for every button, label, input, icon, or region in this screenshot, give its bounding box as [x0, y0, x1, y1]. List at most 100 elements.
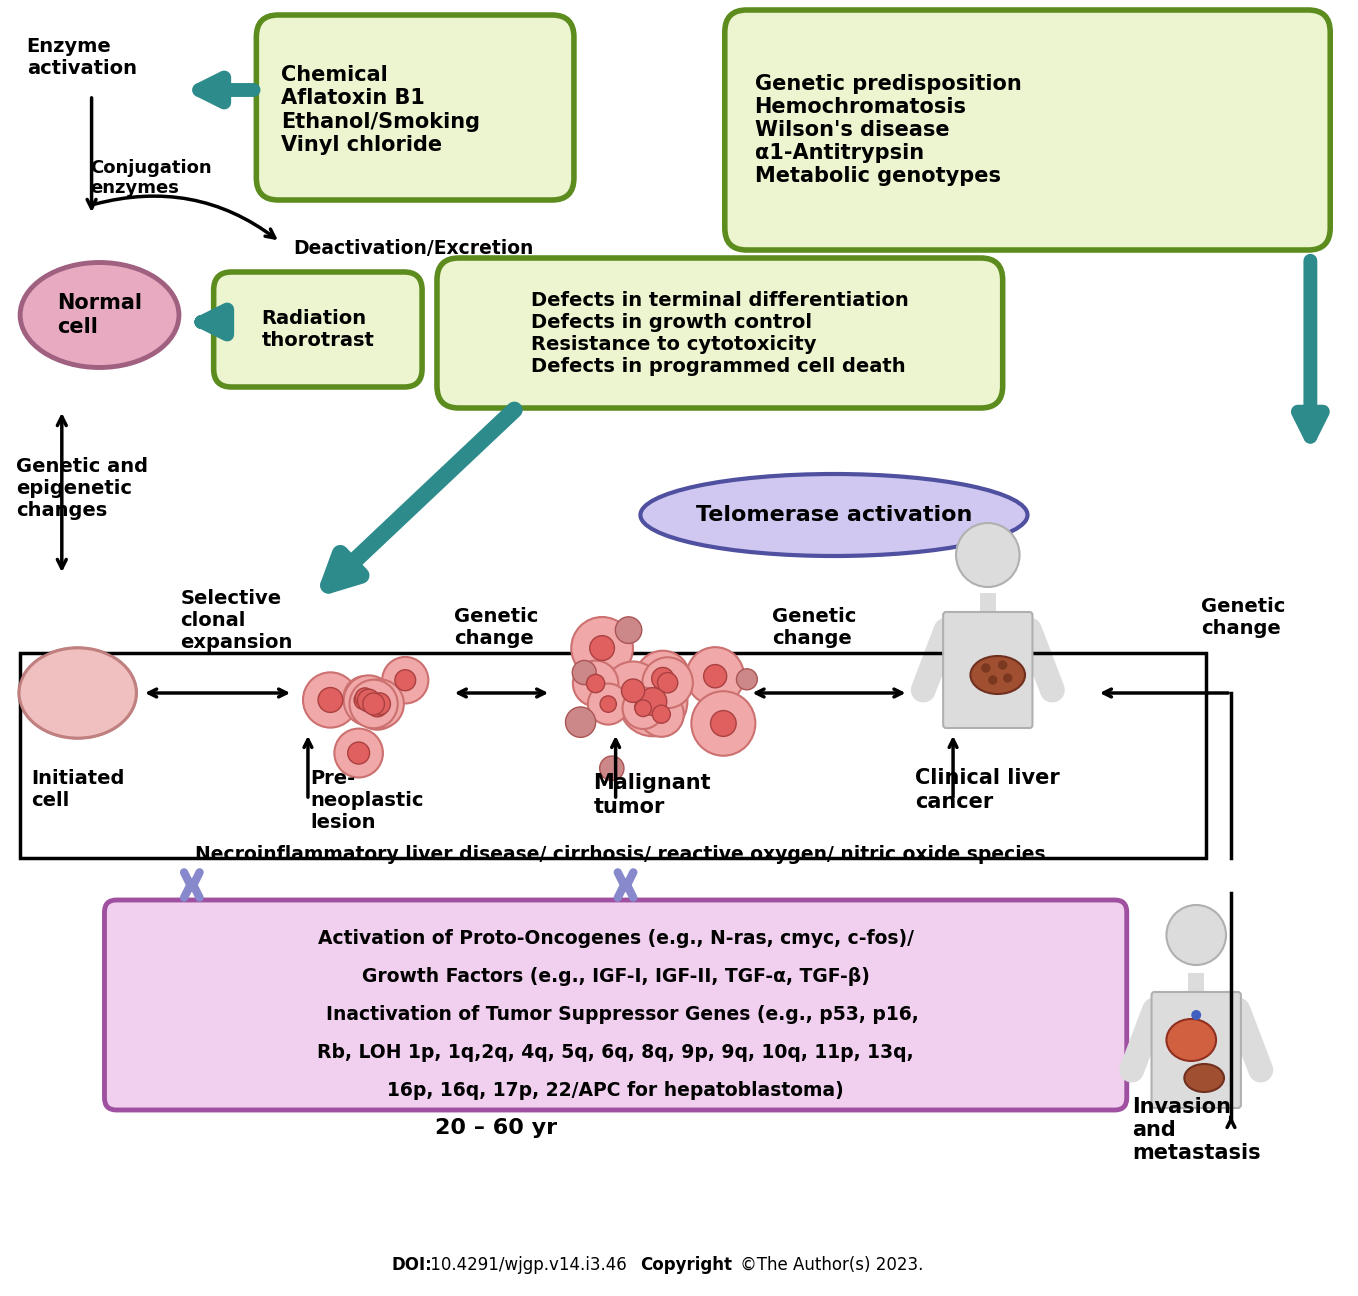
Ellipse shape — [1167, 1019, 1215, 1061]
Text: Telomerase activation: Telomerase activation — [695, 505, 972, 525]
Bar — [20, 653, 1206, 858]
Ellipse shape — [20, 263, 179, 368]
Circle shape — [638, 692, 684, 737]
FancyBboxPatch shape — [1152, 991, 1241, 1108]
Text: Genetic predisposition
Hemochromatosis
Wilson's disease
α1-Antitrypsin
Metabolic: Genetic predisposition Hemochromatosis W… — [755, 74, 1021, 187]
Text: ©The Author(s) 2023.: ©The Author(s) 2023. — [735, 1256, 923, 1274]
Ellipse shape — [971, 656, 1025, 693]
Circle shape — [573, 661, 618, 706]
Circle shape — [982, 664, 990, 673]
Text: DOI:: DOI: — [391, 1256, 432, 1274]
FancyBboxPatch shape — [257, 16, 574, 200]
Text: Activation of Proto-Oncogenes (e.g., N-ras, cmyc, c-fos)/: Activation of Proto-Oncogenes (e.g., N-r… — [318, 928, 914, 947]
Circle shape — [356, 688, 375, 708]
Circle shape — [1167, 905, 1226, 966]
Text: Initiated
cell: Initiated cell — [31, 770, 125, 810]
Circle shape — [572, 617, 633, 679]
Circle shape — [344, 675, 394, 726]
Text: 16p, 16q, 17p, 22/APC for hepatoblastoma): 16p, 16q, 17p, 22/APC for hepatoblastoma… — [387, 1081, 843, 1099]
Circle shape — [572, 661, 596, 684]
Circle shape — [354, 691, 373, 710]
Circle shape — [303, 673, 359, 727]
Circle shape — [589, 635, 614, 661]
Text: Inactivation of Tumor Suppressor Genes (e.g., p53, p16,: Inactivation of Tumor Suppressor Genes (… — [312, 1004, 918, 1024]
Circle shape — [652, 667, 674, 689]
Circle shape — [600, 696, 617, 713]
Circle shape — [636, 700, 652, 717]
Circle shape — [703, 665, 727, 688]
Circle shape — [354, 683, 401, 730]
Circle shape — [368, 693, 391, 715]
Circle shape — [588, 683, 629, 724]
Circle shape — [657, 673, 678, 693]
Bar — [980, 594, 995, 616]
Circle shape — [989, 677, 997, 684]
Text: Genetic and
epigenetic
changes: Genetic and epigenetic changes — [16, 456, 148, 520]
Circle shape — [354, 679, 403, 728]
Ellipse shape — [641, 474, 1028, 556]
Circle shape — [348, 743, 369, 765]
Circle shape — [587, 674, 604, 692]
FancyBboxPatch shape — [944, 612, 1032, 728]
Text: Deactivation/Excretion: Deactivation/Excretion — [293, 238, 534, 258]
Circle shape — [956, 524, 1020, 587]
Circle shape — [604, 661, 663, 719]
Circle shape — [640, 688, 667, 715]
Ellipse shape — [19, 648, 136, 737]
Circle shape — [736, 669, 758, 689]
Circle shape — [998, 661, 1006, 669]
Text: 10.4291/wjgp.v14.i3.46: 10.4291/wjgp.v14.i3.46 — [425, 1256, 631, 1274]
Circle shape — [636, 651, 690, 706]
Circle shape — [382, 657, 428, 704]
FancyBboxPatch shape — [437, 258, 1002, 408]
Circle shape — [344, 677, 386, 719]
Circle shape — [642, 657, 693, 708]
Circle shape — [349, 679, 398, 728]
Circle shape — [1004, 674, 1012, 682]
Ellipse shape — [19, 648, 136, 737]
Text: Clinical liver
cancer: Clinical liver cancer — [915, 769, 1061, 811]
Text: Growth Factors (e.g., IGF-I, IGF-II, TGF-α, TGF-β): Growth Factors (e.g., IGF-I, IGF-II, TGF… — [361, 967, 869, 985]
Text: Conjugation
enzymes: Conjugation enzymes — [91, 158, 212, 197]
Circle shape — [342, 679, 384, 722]
Text: Selective
clonal
expansion: Selective clonal expansion — [181, 588, 293, 652]
Bar — [1188, 973, 1205, 995]
Ellipse shape — [1184, 1064, 1224, 1093]
Circle shape — [634, 699, 652, 715]
FancyBboxPatch shape — [725, 10, 1331, 250]
Circle shape — [334, 728, 383, 778]
Circle shape — [367, 696, 388, 717]
Text: Invasion
and
metastasis: Invasion and metastasis — [1133, 1096, 1260, 1164]
Circle shape — [622, 679, 645, 702]
Circle shape — [565, 706, 596, 737]
Circle shape — [686, 647, 744, 705]
Text: Defects in terminal differentiation
Defects in growth control
Resistance to cyto: Defects in terminal differentiation Defe… — [531, 290, 909, 376]
Circle shape — [710, 710, 736, 736]
Circle shape — [1191, 1010, 1202, 1020]
Circle shape — [318, 688, 342, 713]
Circle shape — [395, 670, 416, 691]
Text: Radiation
thorotrast: Radiation thorotrast — [262, 308, 375, 350]
Text: Malignant
tumor: Malignant tumor — [593, 774, 712, 816]
Circle shape — [615, 617, 642, 643]
Text: Pre-
neoplastic
lesion: Pre- neoplastic lesion — [311, 769, 424, 832]
Circle shape — [652, 705, 671, 723]
Text: Genetic
change: Genetic change — [771, 608, 857, 648]
Text: Normal
cell: Normal cell — [57, 293, 143, 337]
Text: Genetic
change: Genetic change — [1202, 597, 1286, 639]
Circle shape — [622, 684, 665, 730]
Circle shape — [363, 693, 384, 715]
Text: Enzyme
activation: Enzyme activation — [27, 38, 137, 79]
Circle shape — [691, 691, 755, 756]
Text: Necroinflammatory liver disease/ cirrhosis/ reactive oxygen/ nitric oxide specie: Necroinflammatory liver disease/ cirrhos… — [196, 845, 1046, 864]
Circle shape — [622, 687, 664, 730]
Text: 20 – 60 yr: 20 – 60 yr — [436, 1118, 558, 1138]
Text: Chemical
Aflatoxin B1
Ethanol/Smoking
Vinyl chloride: Chemical Aflatoxin B1 Ethanol/Smoking Vi… — [281, 65, 481, 154]
Text: Copyright: Copyright — [641, 1256, 732, 1274]
FancyBboxPatch shape — [213, 272, 422, 388]
Text: Rb, LOH 1p, 1q,2q, 4q, 5q, 6q, 8q, 9p, 9q, 10q, 11p, 13q,: Rb, LOH 1p, 1q,2q, 4q, 5q, 6q, 8q, 9p, 9… — [318, 1042, 914, 1061]
Circle shape — [618, 667, 687, 736]
Circle shape — [600, 756, 623, 780]
FancyBboxPatch shape — [105, 899, 1127, 1109]
Circle shape — [357, 689, 380, 712]
